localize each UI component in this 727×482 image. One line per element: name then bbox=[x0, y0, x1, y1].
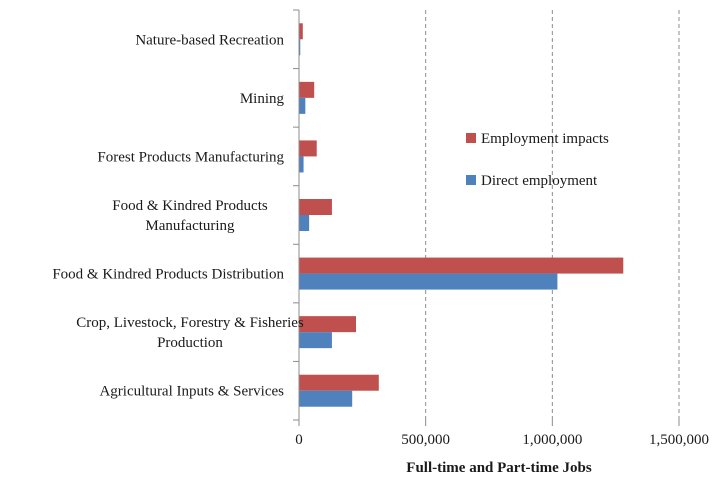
category-label: Production bbox=[157, 335, 223, 351]
bar-direct-employment bbox=[299, 156, 304, 173]
category-label: Nature-based Recreation bbox=[135, 32, 284, 48]
bar-employment-impacts bbox=[299, 199, 332, 215]
bar-direct-employment bbox=[299, 39, 301, 56]
category-labels: Nature-based Recreation Mining Forest Prod… bbox=[52, 32, 304, 399]
axes bbox=[293, 9, 680, 426]
x-tick-labels: 0 500,000 1,000,000 1,500,000 bbox=[295, 432, 709, 448]
bar-employment-impacts bbox=[299, 257, 624, 274]
bar-employment-impacts bbox=[299, 140, 317, 157]
x-tick-label: 500,000 bbox=[401, 432, 450, 448]
x-tick-label: 1,000,000 bbox=[522, 432, 582, 448]
category-label: Mining bbox=[240, 91, 285, 107]
bar-employment-impacts bbox=[299, 81, 315, 98]
x-axis-title: Full-time and Part-time Jobs bbox=[406, 460, 592, 476]
bar-employment-impacts bbox=[299, 23, 303, 40]
bars bbox=[299, 23, 624, 407]
gridlines bbox=[425, 10, 680, 420]
category-label: Food & Kindred Products Distribution bbox=[52, 267, 284, 283]
category-label: Forest Products Manufacturing bbox=[97, 149, 284, 165]
legend: Employment impacts Direct employment bbox=[466, 131, 609, 189]
legend-swatch bbox=[466, 175, 476, 185]
category-label: Crop, Livestock, Forestry & Fisheries bbox=[76, 315, 304, 331]
category-label: Manufacturing bbox=[145, 218, 235, 234]
bar-direct-employment bbox=[299, 273, 558, 290]
bar-direct-employment bbox=[299, 97, 306, 114]
legend-label: Employment impacts bbox=[481, 131, 609, 147]
bar-direct-employment bbox=[299, 215, 310, 231]
bar-direct-employment bbox=[299, 332, 332, 349]
category-label: Food & Kindred Products bbox=[112, 198, 268, 214]
category-label: Agricultural Inputs & Services bbox=[99, 384, 284, 400]
bar-employment-impacts bbox=[299, 316, 356, 333]
bar-direct-employment bbox=[299, 390, 353, 407]
x-tick-label: 1,500,000 bbox=[649, 432, 709, 448]
legend-label: Direct employment bbox=[481, 173, 598, 189]
legend-swatch bbox=[466, 133, 476, 143]
bar-employment-impacts bbox=[299, 374, 379, 391]
x-tick-label: 0 bbox=[295, 432, 303, 448]
